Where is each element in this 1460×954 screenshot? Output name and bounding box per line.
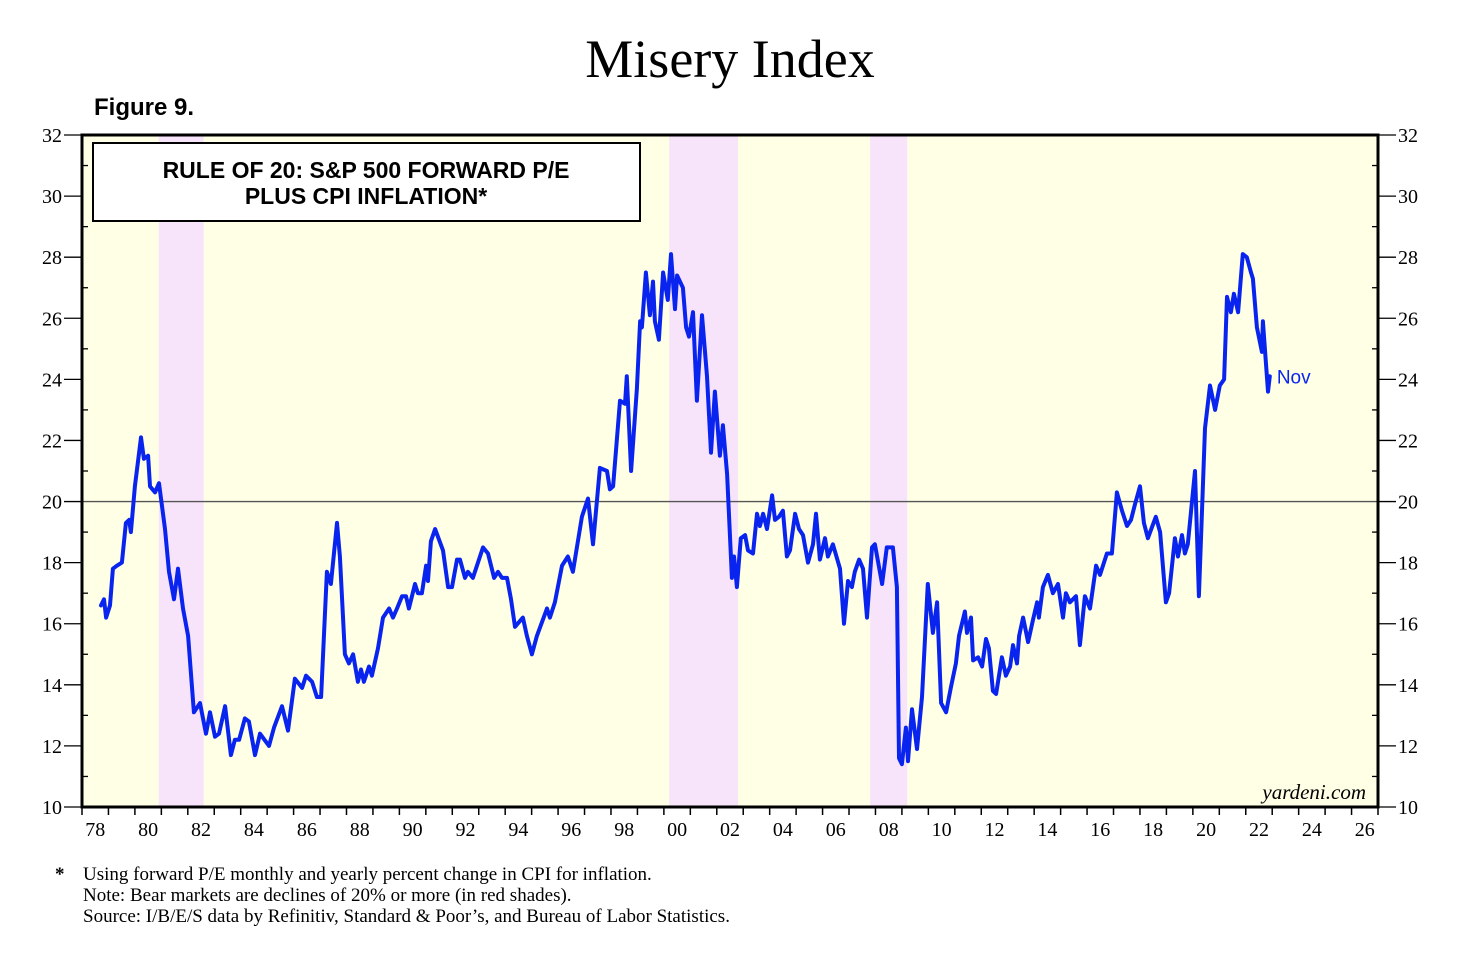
end-label-nov: Nov [1277,367,1311,388]
x-tick-label: 10 [932,819,952,841]
x-tick-label: 88 [350,819,370,841]
x-tick-label: 08 [879,819,899,841]
footnote-line-3: Source: I/B/E/S data by Refinitiv, Stand… [83,906,730,927]
x-tick-label: 80 [138,819,158,841]
x-tick-label: 18 [1143,819,1163,841]
x-tick-label: 90 [403,819,423,841]
bear-market-shade [870,135,908,807]
x-tick-label: 96 [561,819,581,841]
y-tick-label-right: 14 [1398,675,1418,697]
footnote-line-1: Using forward P/E monthly and yearly per… [83,864,652,885]
x-tick-label: 02 [720,819,740,841]
y-tick-label-left: 22 [42,430,62,452]
x-tick-label: 24 [1302,819,1322,841]
y-tick-label-right: 28 [1398,247,1418,269]
y-tick-label-right: 30 [1398,186,1418,208]
x-tick-label: 84 [244,819,264,841]
x-tick-label: 12 [984,819,1004,841]
y-tick-label-left: 18 [42,553,62,575]
x-tick-label: 00 [667,819,687,841]
y-tick-label-left: 32 [42,125,62,147]
y-tick-label-left: 14 [42,675,62,697]
figure-label: Figure 9. [94,94,195,121]
x-tick-label: 16 [1090,819,1110,841]
footnote-line-2: Note: Bear markets are declines of 20% o… [83,885,572,906]
y-tick-label-right: 20 [1398,492,1418,514]
y-tick-label-right: 12 [1398,736,1418,758]
x-tick-label: 20 [1196,819,1216,841]
x-tick-label: 82 [191,819,211,841]
y-tick-label-right: 18 [1398,553,1418,575]
y-tick-label-left: 26 [42,308,62,330]
x-tick-label: 26 [1355,819,1375,841]
chart-subtitle-line-1: RULE OF 20: S&P 500 FORWARD P/E [163,157,570,183]
y-tick-label-right: 10 [1398,797,1418,819]
y-tick-label-right: 24 [1398,369,1418,391]
x-tick-label: 14 [1037,819,1057,841]
series-line [99,252,1272,767]
y-axis-left: 10 12 14 16 18 20 22 24 26 28 30 32 [42,125,88,819]
x-tick-label: 22 [1249,819,1269,841]
x-tick-label: 06 [826,819,846,841]
y-tick-label-right: 32 [1398,125,1418,147]
y-tick-label-left: 28 [42,247,62,269]
y-tick-label-left: 10 [42,797,62,819]
chart-title: Misery Index [585,29,875,89]
x-tick-label: 86 [297,819,317,841]
y-tick-label-right: 22 [1398,430,1418,452]
footnotes: * Using forward P/E monthly and yearly pe… [55,864,730,927]
y-tick-label-left: 20 [42,492,62,514]
x-tick-label: 04 [773,819,793,841]
y-axis-right: 10 12 14 16 18 20 22 24 26 28 30 32 [1372,125,1418,819]
y-tick-label-right: 16 [1398,614,1418,636]
chart-subtitle-box: RULE OF 20: S&P 500 FORWARD P/E PLUS CPI… [92,142,641,222]
y-tick-label-left: 30 [42,186,62,208]
plot-frame [80,133,1380,809]
x-tick-label: 98 [614,819,634,841]
watermark: yardeni.com [1260,780,1366,804]
x-axis: 78 80 82 84 86 88 90 92 94 96 98 00 02 04 06 08 10 12 14 16… [81,807,1379,841]
y-tick-label-left: 16 [42,614,62,636]
bear-market-shade [158,135,204,807]
x-tick-label: 94 [508,819,528,841]
y-tick-label-right: 26 [1398,308,1418,330]
footnote-star: * [55,864,65,885]
y-tick-label-left: 24 [42,369,62,391]
x-tick-label: 92 [456,819,476,841]
bear-market-shades [158,135,908,807]
chart-subtitle-line-2: PLUS CPI INFLATION* [245,183,487,209]
x-tick-label: 78 [85,819,105,841]
y-tick-label-left: 12 [42,736,62,758]
